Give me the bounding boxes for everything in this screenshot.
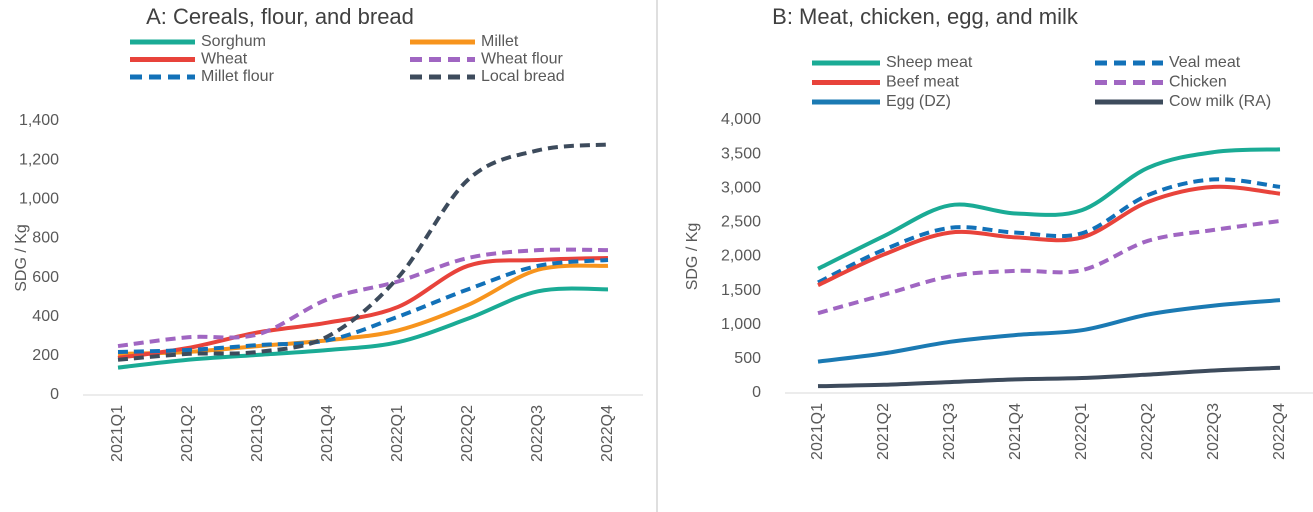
y-tick-label: 1,000 <box>721 316 761 333</box>
y-tick-label: 2,500 <box>721 214 761 231</box>
y-tick-label: 1,500 <box>721 282 761 299</box>
y-tick-label: 500 <box>734 350 761 367</box>
series-line <box>817 147 1281 271</box>
y-tick-label: 600 <box>32 269 59 286</box>
x-tick-label: 2022Q4 <box>599 405 616 462</box>
y-tick-label: 1,000 <box>19 191 59 208</box>
legend-label: Sorghum <box>201 33 266 50</box>
y-tick-label: 1,200 <box>19 151 59 168</box>
legend-label: Local bread <box>481 68 565 85</box>
y-tick-label: 2,000 <box>721 248 761 265</box>
x-tick-label: 2022Q3 <box>1205 403 1222 460</box>
legend-label: Sheep meat <box>886 54 973 71</box>
legend-label: Wheat flour <box>481 51 563 68</box>
series-line <box>117 142 609 362</box>
y-axis-label: SDG / Kg <box>684 223 701 291</box>
x-tick-label: 2021Q4 <box>319 405 336 462</box>
y-tick-label: 800 <box>32 230 59 247</box>
legend-label: Veal meat <box>1169 54 1241 71</box>
y-tick-label: 0 <box>50 386 59 403</box>
x-tick-label: 2022Q1 <box>1073 403 1090 460</box>
legend-label: Millet flour <box>201 68 275 85</box>
x-tick-label: 2021Q2 <box>179 405 196 462</box>
legend-label: Chicken <box>1169 74 1227 91</box>
series-line <box>117 257 609 354</box>
legend-label: Wheat <box>201 51 248 68</box>
x-tick-label: 2022Q4 <box>1271 403 1288 460</box>
series-line <box>817 219 1281 316</box>
y-tick-label: 1,400 <box>19 112 59 129</box>
x-tick-label: 2021Q1 <box>109 405 126 462</box>
legend-label: Millet <box>481 33 519 50</box>
y-tick-label: 200 <box>32 347 59 364</box>
chart-title: A: Cereals, flour, and bread <box>146 4 414 29</box>
x-tick-label: 2021Q1 <box>809 403 826 460</box>
x-tick-label: 2022Q1 <box>389 405 406 462</box>
series-line <box>817 177 1281 285</box>
series-line <box>117 263 609 356</box>
x-tick-label: 2021Q3 <box>941 403 958 460</box>
y-tick-label: 400 <box>32 308 59 325</box>
x-tick-label: 2021Q2 <box>875 403 892 460</box>
x-tick-label: 2021Q3 <box>249 405 266 462</box>
x-tick-label: 2022Q3 <box>529 405 546 462</box>
series-line <box>817 184 1281 287</box>
chart-title: B: Meat, chicken, egg, and milk <box>772 4 1079 29</box>
legend-label: Cow milk (RA) <box>1169 93 1271 110</box>
x-tick-label: 2022Q2 <box>459 405 476 462</box>
legend-label: Beef meat <box>886 74 959 91</box>
series-line <box>117 286 609 370</box>
series-line <box>817 298 1281 364</box>
y-tick-label: 3,000 <box>721 179 761 196</box>
y-tick-label: 4,000 <box>721 111 761 128</box>
series-line <box>117 256 609 360</box>
x-tick-label: 2021Q4 <box>1007 403 1024 460</box>
y-axis-label: SDG / Kg <box>13 224 30 292</box>
y-tick-label: 0 <box>752 384 761 401</box>
series-line <box>817 365 1281 389</box>
y-tick-label: 3,500 <box>721 145 761 162</box>
x-tick-label: 2022Q2 <box>1139 403 1156 460</box>
legend-label: Egg (DZ) <box>886 93 951 110</box>
